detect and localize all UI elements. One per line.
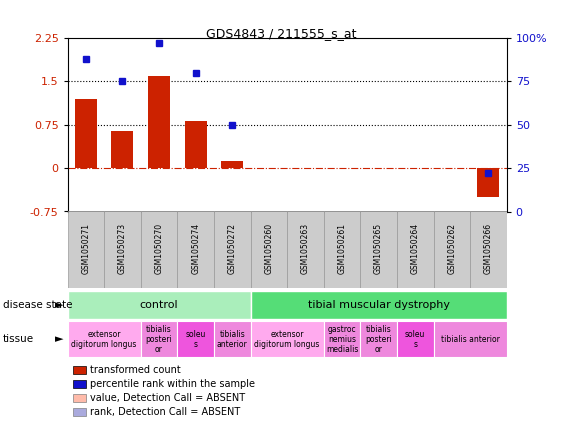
- Text: GSM1050262: GSM1050262: [448, 223, 456, 274]
- Bar: [214, 321, 251, 357]
- Text: soleu
s: soleu s: [405, 330, 426, 349]
- Bar: [251, 212, 287, 288]
- Bar: [324, 321, 360, 357]
- Text: GSM1050263: GSM1050263: [301, 223, 310, 274]
- Bar: [397, 212, 434, 288]
- Bar: [397, 321, 434, 357]
- Text: percentile rank within the sample: percentile rank within the sample: [90, 379, 255, 389]
- Bar: [221, 161, 243, 168]
- Text: rank, Detection Call = ABSENT: rank, Detection Call = ABSENT: [90, 407, 240, 417]
- Bar: [148, 76, 170, 168]
- Text: transformed count: transformed count: [90, 365, 181, 375]
- Bar: [324, 212, 360, 288]
- Text: disease state: disease state: [3, 300, 72, 310]
- Bar: [177, 321, 214, 357]
- Text: GSM1050261: GSM1050261: [338, 223, 346, 274]
- Text: GSM1050272: GSM1050272: [228, 223, 236, 274]
- Bar: [287, 212, 324, 288]
- Bar: [251, 291, 507, 319]
- Text: GDS4843 / 211555_s_at: GDS4843 / 211555_s_at: [206, 27, 357, 41]
- Bar: [68, 212, 104, 288]
- Bar: [177, 212, 214, 288]
- Bar: [68, 291, 251, 319]
- Text: extensor
digitorum longus: extensor digitorum longus: [254, 330, 320, 349]
- Bar: [477, 168, 499, 197]
- Bar: [470, 212, 507, 288]
- Bar: [185, 121, 207, 168]
- Text: tibialis
posteri
or: tibialis posteri or: [365, 324, 392, 354]
- Text: tibialis
anterior: tibialis anterior: [217, 330, 248, 349]
- Text: extensor
digitorum longus: extensor digitorum longus: [72, 330, 137, 349]
- Bar: [141, 212, 177, 288]
- Text: GSM1050260: GSM1050260: [265, 223, 273, 274]
- Bar: [141, 321, 177, 357]
- Text: GSM1050270: GSM1050270: [155, 223, 163, 274]
- Bar: [214, 212, 251, 288]
- Bar: [360, 321, 397, 357]
- Bar: [434, 212, 470, 288]
- Text: GSM1050266: GSM1050266: [484, 223, 493, 274]
- Text: value, Detection Call = ABSENT: value, Detection Call = ABSENT: [90, 393, 245, 403]
- Text: tibialis anterior: tibialis anterior: [441, 335, 499, 344]
- Bar: [111, 131, 133, 168]
- Bar: [360, 212, 397, 288]
- Bar: [68, 321, 141, 357]
- Text: ►: ►: [55, 300, 64, 310]
- Text: gastroc
nemius
medialis: gastroc nemius medialis: [326, 324, 358, 354]
- Text: GSM1050264: GSM1050264: [411, 223, 419, 274]
- Bar: [434, 321, 507, 357]
- Text: GSM1050274: GSM1050274: [191, 223, 200, 274]
- Text: control: control: [140, 300, 178, 310]
- Text: tissue: tissue: [3, 335, 34, 344]
- Text: GSM1050265: GSM1050265: [374, 223, 383, 274]
- Text: GSM1050271: GSM1050271: [82, 223, 90, 274]
- Text: ►: ►: [55, 335, 64, 344]
- Text: soleu
s: soleu s: [185, 330, 206, 349]
- Bar: [75, 99, 97, 168]
- Text: tibial muscular dystrophy: tibial muscular dystrophy: [307, 300, 450, 310]
- Bar: [104, 212, 141, 288]
- Text: GSM1050273: GSM1050273: [118, 223, 127, 274]
- Bar: [251, 321, 324, 357]
- Text: tibialis
posteri
or: tibialis posteri or: [146, 324, 172, 354]
